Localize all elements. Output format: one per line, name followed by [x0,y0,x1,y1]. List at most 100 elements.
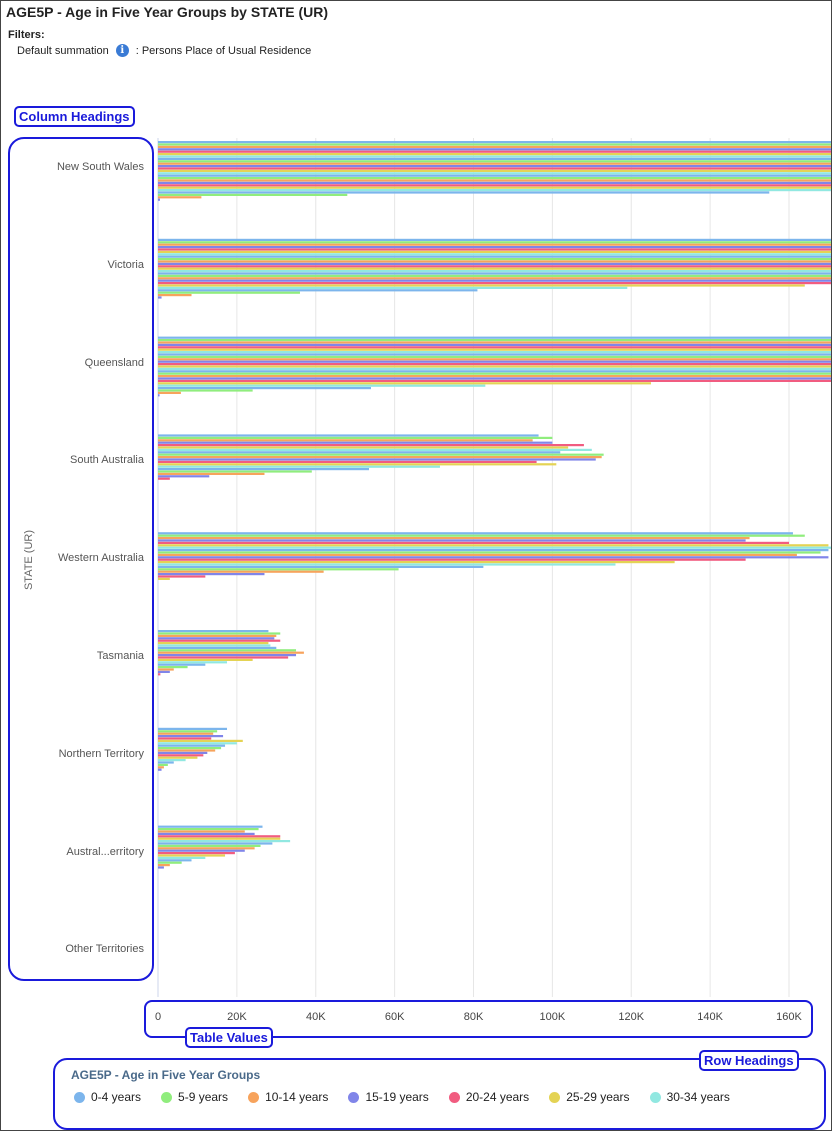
bar[interactable] [158,761,174,764]
bar[interactable] [158,387,371,390]
bar[interactable] [158,184,831,187]
bar[interactable] [158,849,245,852]
bar[interactable] [158,573,265,576]
bar[interactable] [158,351,831,354]
bar[interactable] [158,651,304,654]
bar[interactable] [158,165,831,168]
bar[interactable] [158,360,831,363]
bar[interactable] [158,456,602,459]
bar[interactable] [158,346,831,349]
bar[interactable] [158,372,831,375]
bar[interactable] [158,248,831,251]
bar[interactable] [158,444,584,447]
bar[interactable] [158,534,805,537]
bar[interactable] [158,644,271,647]
bar[interactable] [158,394,160,397]
bar[interactable] [158,384,486,387]
bar[interactable] [158,658,253,661]
bar[interactable] [158,436,553,439]
bar[interactable] [158,191,770,194]
bar[interactable] [158,654,297,657]
bar[interactable] [158,153,831,156]
bar[interactable] [158,181,831,184]
bar[interactable] [158,148,831,151]
bar[interactable] [158,856,206,859]
bar[interactable] [158,649,297,652]
bar[interactable] [158,558,746,561]
bar[interactable] [158,336,831,339]
bar[interactable] [158,637,275,640]
bar[interactable] [158,196,202,199]
bar[interactable] [158,737,212,740]
bar[interactable] [158,441,553,444]
bar[interactable] [158,243,831,246]
bar[interactable] [158,174,831,177]
bar[interactable] [158,832,255,835]
bar[interactable] [158,539,746,542]
bar[interactable] [158,835,281,838]
bar[interactable] [158,668,174,671]
bar[interactable] [158,198,160,201]
legend-item-15-19[interactable]: 15-19 years [348,1090,429,1104]
bar[interactable] [158,840,291,843]
bar[interactable] [158,475,210,478]
bar[interactable] [158,341,831,344]
bar[interactable] [158,756,198,759]
legend-item-5-9[interactable]: 5-9 years [161,1090,228,1104]
bar[interactable] [158,568,399,571]
bar[interactable] [158,160,831,163]
bar[interactable] [158,661,228,664]
info-icon[interactable]: i [115,44,129,57]
bar[interactable] [158,477,170,480]
bar[interactable] [158,763,168,766]
bar[interactable] [158,747,222,750]
bar[interactable] [158,255,831,258]
bar[interactable] [158,389,253,392]
bar[interactable] [158,189,831,192]
bar[interactable] [158,465,440,468]
bar[interactable] [158,193,348,196]
bar[interactable] [158,630,269,633]
bar[interactable] [158,367,831,370]
bar[interactable] [158,355,831,358]
bar[interactable] [158,541,789,544]
bar[interactable] [158,742,237,745]
bar[interactable] [158,272,831,275]
bar[interactable] [158,258,831,261]
bar[interactable] [158,353,831,356]
bar[interactable] [158,673,161,676]
bar[interactable] [158,828,259,831]
bar[interactable] [158,294,192,297]
bar[interactable] [158,468,369,471]
bar[interactable] [158,434,539,437]
bar[interactable] [158,646,277,649]
bar[interactable] [158,246,831,249]
bar[interactable] [158,141,831,144]
bar[interactable] [158,556,829,559]
bar[interactable] [158,549,829,552]
bar[interactable] [158,169,831,172]
bar[interactable] [158,754,204,757]
bar[interactable] [158,167,831,170]
bar[interactable] [158,448,592,451]
bar[interactable] [158,284,805,287]
bar[interactable] [158,458,596,461]
bar[interactable] [158,577,170,580]
bar[interactable] [158,732,214,735]
bar[interactable] [158,370,831,373]
legend-item-30-34[interactable]: 30-34 years [649,1090,730,1104]
bar[interactable] [158,286,628,289]
bar[interactable] [158,250,831,253]
bar[interactable] [158,179,831,182]
bar[interactable] [158,749,216,752]
bar[interactable] [158,563,616,566]
bar[interactable] [158,391,181,394]
bar[interactable] [158,157,831,160]
bar[interactable] [158,859,192,862]
bar[interactable] [158,544,829,547]
bar[interactable] [158,842,273,845]
bar[interactable] [158,150,831,153]
bar[interactable] [158,172,831,175]
bar[interactable] [158,365,831,368]
bar[interactable] [158,453,604,456]
